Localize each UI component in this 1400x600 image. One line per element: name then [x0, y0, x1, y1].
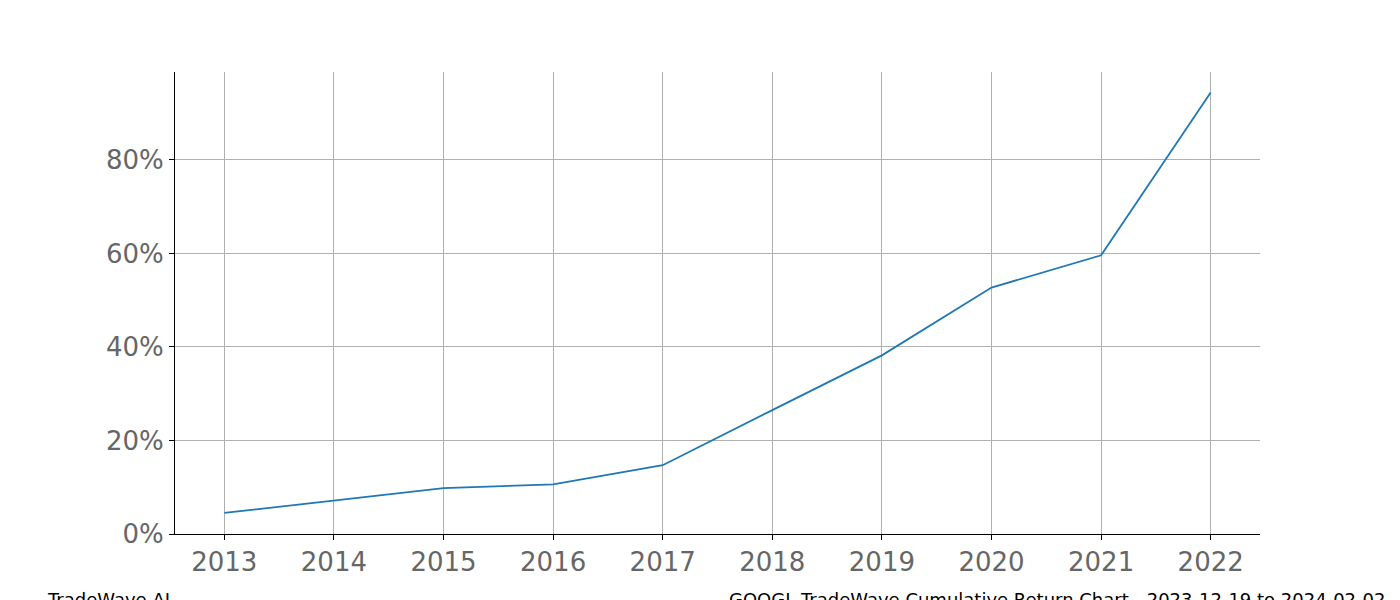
- svg-text:GOOGL TradeWave Cumulative Ret: GOOGL TradeWave Cumulative Return Chart …: [729, 589, 1385, 600]
- svg-text:TradeWave.AI: TradeWave.AI: [47, 589, 170, 600]
- svg-text:2020: 2020: [958, 547, 1024, 577]
- svg-text:60%: 60%: [106, 239, 164, 269]
- svg-text:2014: 2014: [301, 547, 367, 577]
- svg-text:40%: 40%: [106, 332, 164, 362]
- svg-text:0%: 0%: [123, 519, 164, 549]
- svg-text:2013: 2013: [191, 547, 257, 577]
- svg-text:2021: 2021: [1068, 547, 1134, 577]
- svg-text:2015: 2015: [410, 547, 476, 577]
- svg-text:2019: 2019: [849, 547, 915, 577]
- svg-text:20%: 20%: [106, 426, 164, 456]
- svg-text:2017: 2017: [630, 547, 696, 577]
- svg-text:80%: 80%: [106, 145, 164, 175]
- svg-text:2018: 2018: [739, 547, 805, 577]
- svg-text:2016: 2016: [520, 547, 586, 577]
- svg-text:2022: 2022: [1178, 547, 1244, 577]
